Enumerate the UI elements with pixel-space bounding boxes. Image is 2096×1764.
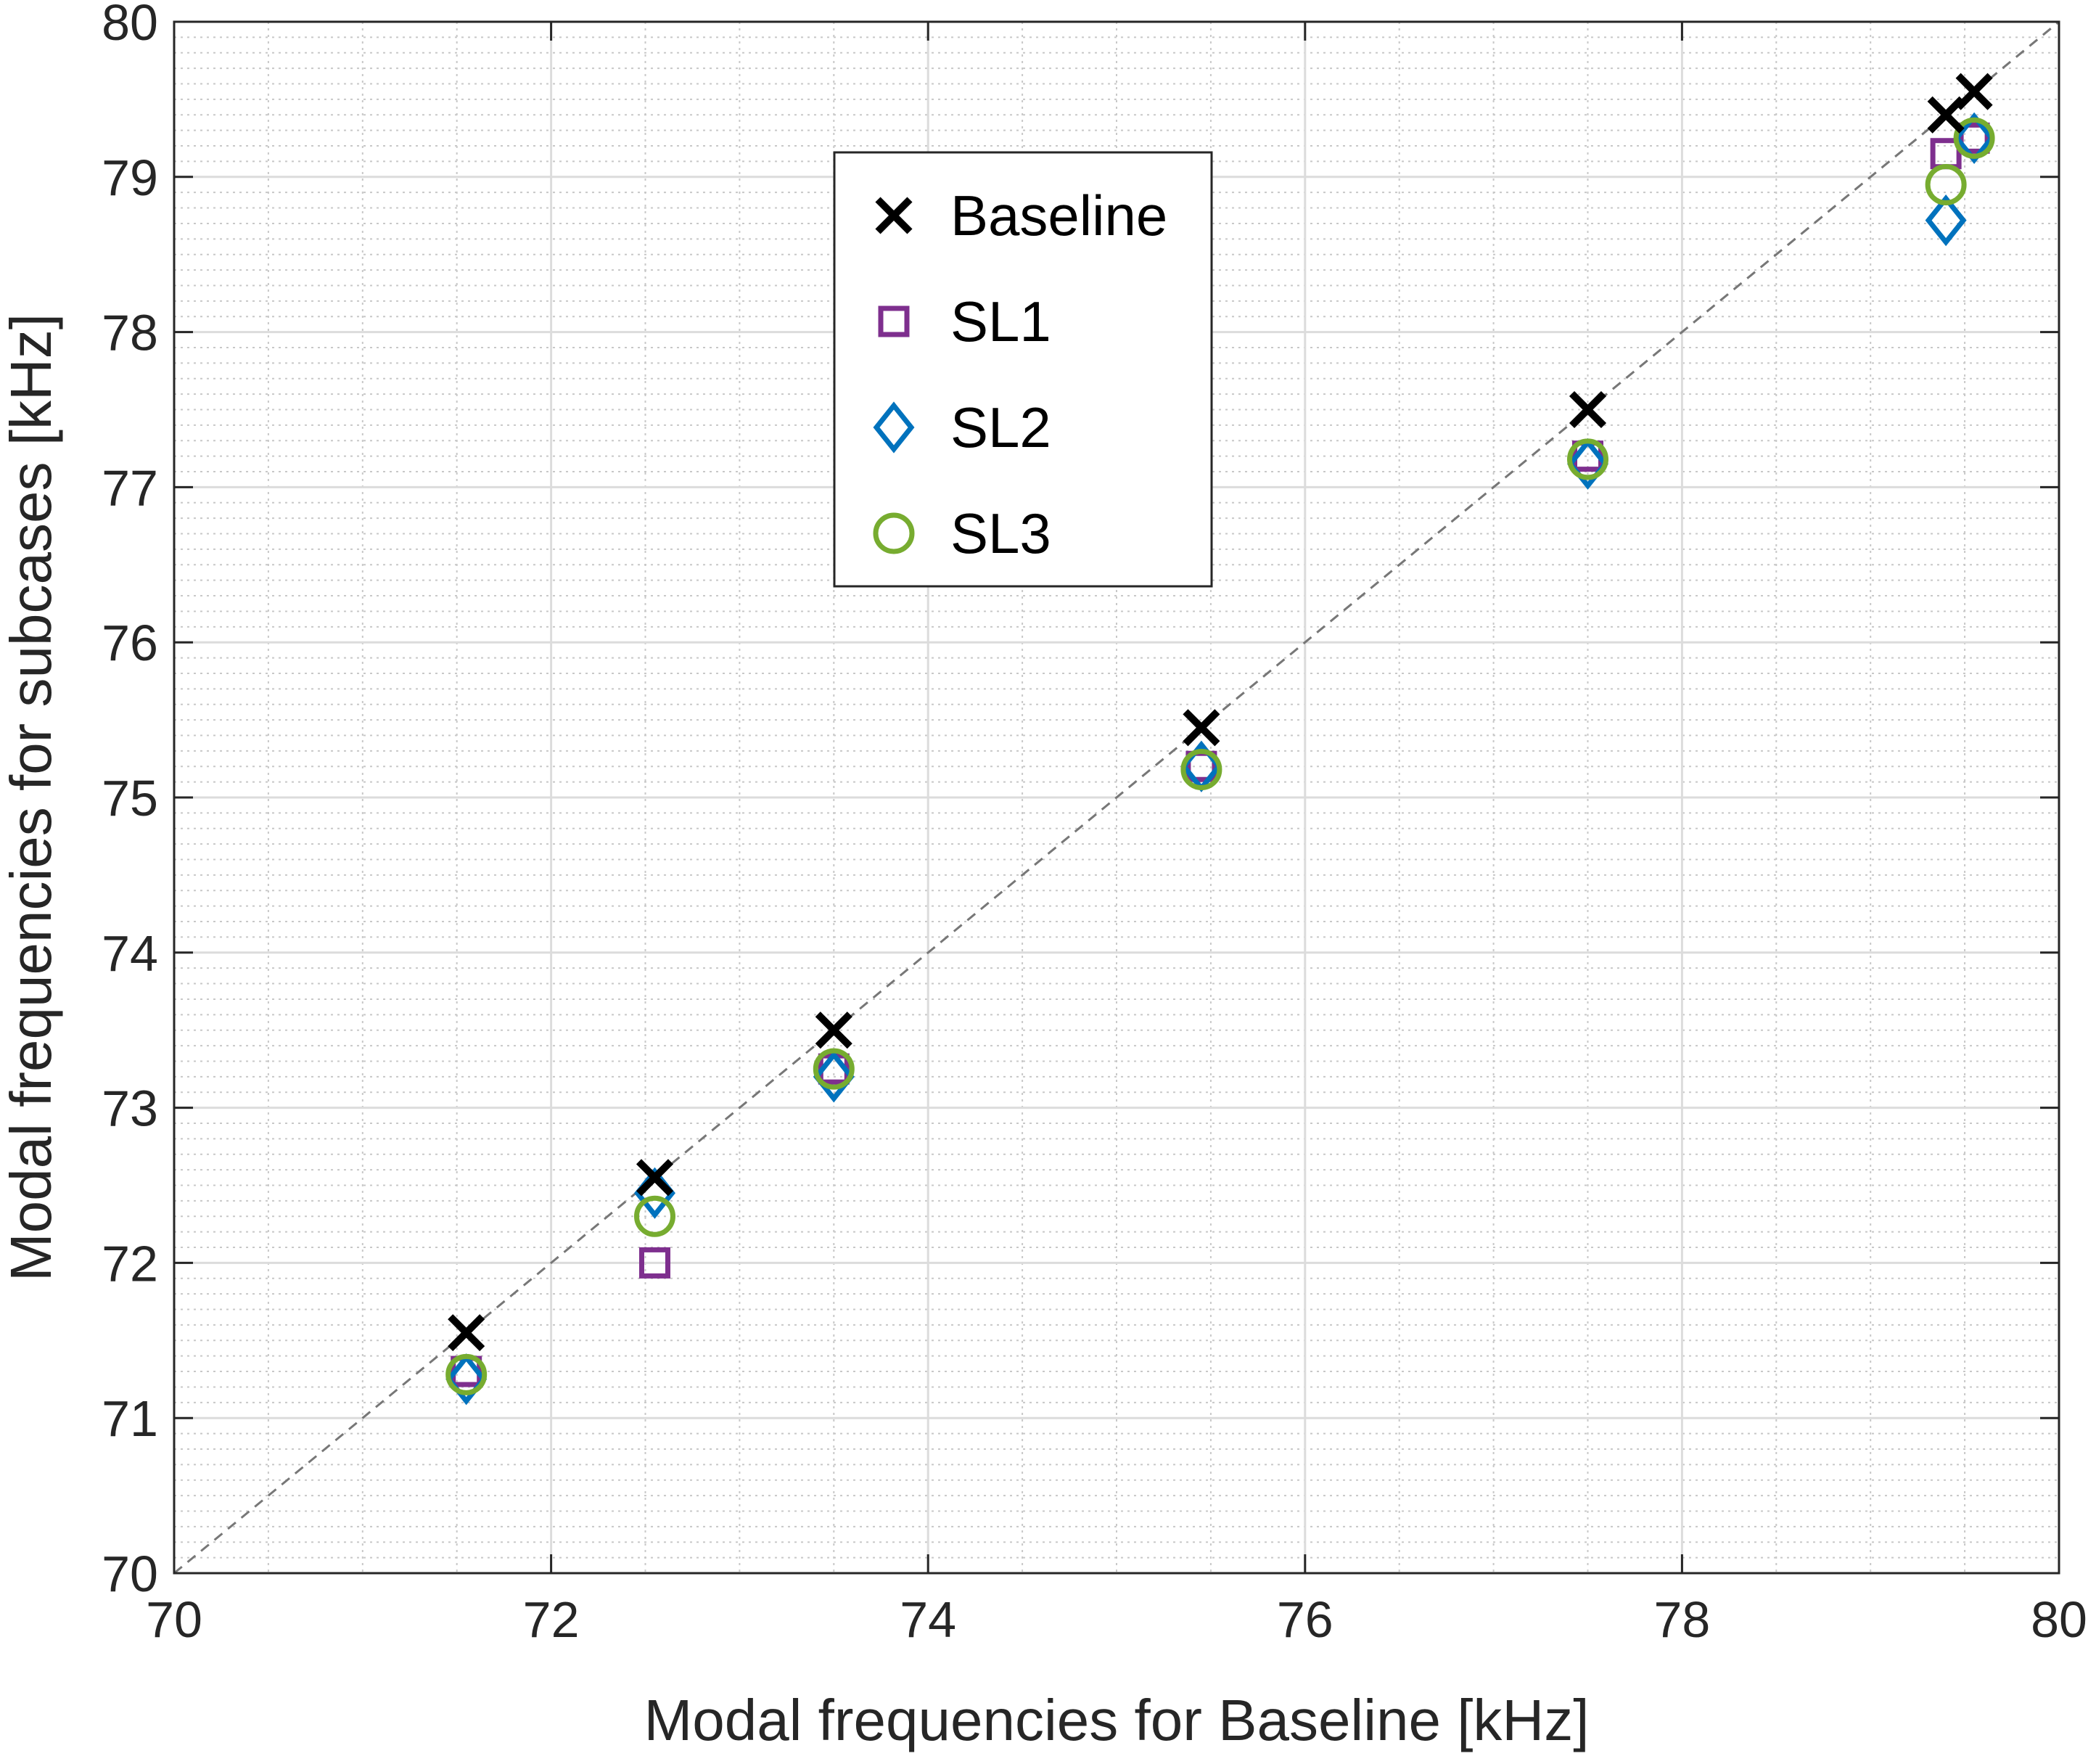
y-tick-label: 74 (102, 925, 158, 982)
x-tick-label: 80 (2031, 1591, 2087, 1648)
point-sl3 (1567, 438, 1608, 480)
point-baseline (815, 1012, 852, 1049)
series-sl3 (445, 117, 1995, 1395)
y-tick-label: 72 (102, 1235, 158, 1292)
series-baseline (448, 73, 1993, 1352)
y-tick-label: 73 (102, 1080, 158, 1137)
y-tick-label: 71 (102, 1390, 158, 1447)
x-tick-label: 70 (146, 1591, 202, 1648)
legend: Baseline SL1 SL2 SL3 (833, 151, 1213, 588)
point-baseline (1569, 390, 1607, 429)
legend-label-sl1: SL1 (950, 290, 1051, 353)
point-sl1 (638, 1247, 670, 1279)
x-tick-label: 78 (1653, 1591, 1710, 1648)
point-sl1 (1958, 122, 1990, 154)
y-tick-label: 79 (102, 149, 158, 206)
x-tick-labels: 70 72 74 76 78 80 (146, 1591, 2087, 1648)
x-tick-label: 74 (900, 1591, 956, 1648)
point-sl3 (633, 1195, 675, 1237)
reference-diagonal-line (173, 20, 2060, 1575)
axis-ticks (173, 20, 2060, 1575)
point-sl3 (813, 1048, 855, 1090)
y-axis-label: Modal frequencies for subcases [kHz] (0, 313, 63, 1281)
point-sl2 (445, 1353, 488, 1406)
y-tick-labels: 70 71 72 73 74 75 76 77 78 79 80 (102, 0, 158, 1602)
y-tick-label: 75 (102, 770, 158, 826)
minor-grid (174, 22, 2059, 1573)
y-tick-label: 70 (102, 1546, 158, 1602)
x-tick-label: 76 (1277, 1591, 1333, 1648)
legend-marker-sl3 (873, 512, 915, 554)
y-tick-label: 76 (102, 615, 158, 671)
y-tick-label: 77 (102, 459, 158, 516)
point-sl3 (445, 1353, 488, 1395)
legend-label-sl2: SL2 (950, 395, 1051, 459)
legend-marker-sl1 (878, 305, 910, 337)
point-sl3 (1925, 163, 1967, 205)
legend-marker-baseline (875, 197, 913, 234)
legend-marker-sl2 (873, 401, 915, 454)
y-tick-label: 78 (102, 305, 158, 361)
point-baseline (636, 1159, 674, 1197)
point-sl2 (1925, 194, 1967, 247)
x-tick-label: 72 (523, 1591, 580, 1648)
y-tick-label: 80 (102, 0, 158, 51)
legend-label-baseline: Baseline (950, 184, 1167, 247)
point-sl3 (1953, 117, 1995, 159)
legend-label-sl3: SL3 (950, 501, 1051, 565)
point-baseline (1955, 73, 1993, 110)
x-axis-label: Modal frequencies for Baseline [kHz] (644, 1688, 1590, 1752)
point-sl2 (813, 1051, 855, 1103)
point-sl3 (1180, 749, 1222, 791)
point-baseline (448, 1314, 485, 1352)
point-baseline (1183, 709, 1220, 747)
data-markers (445, 73, 1995, 1406)
point-sl2 (1567, 438, 1608, 490)
point-sl2 (1953, 112, 1995, 164)
